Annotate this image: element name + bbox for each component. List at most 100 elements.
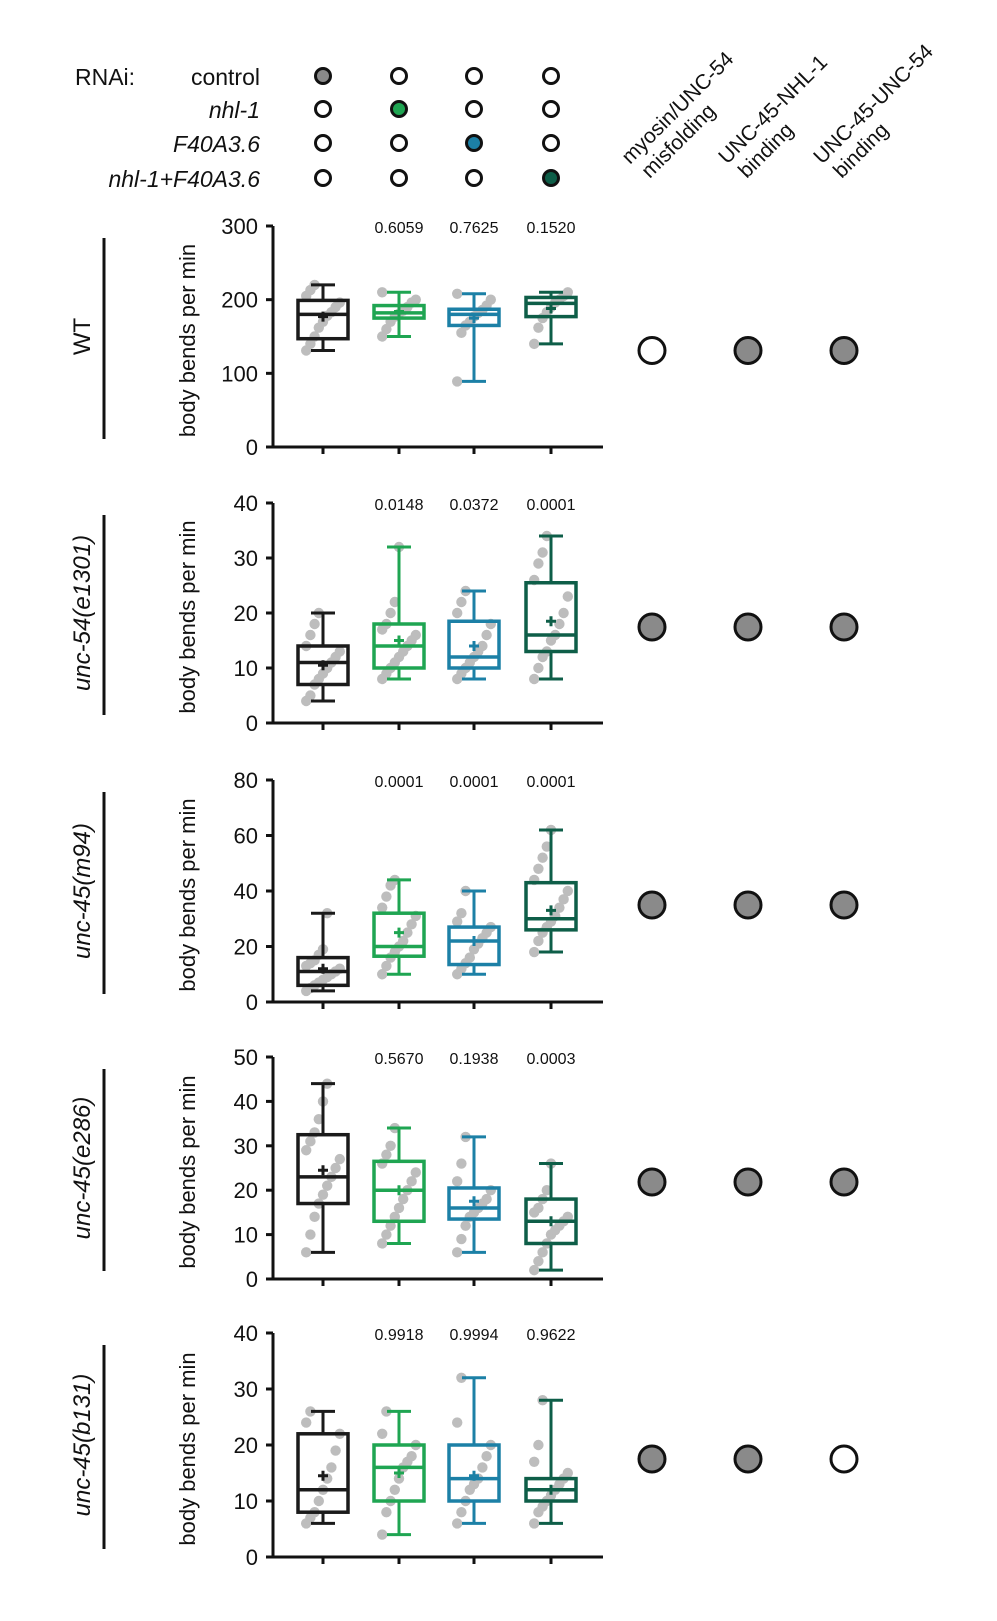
y-tick-label: 60: [234, 824, 258, 849]
mean-marker: [394, 306, 404, 317]
box-iqr: [447, 1186, 501, 1221]
box-iqr: [296, 298, 350, 341]
mean-marker: [469, 1196, 479, 1207]
data-point: [381, 1149, 392, 1160]
box-f40a36: [447, 585, 501, 685]
box-control: [296, 1406, 350, 1529]
data-point: [381, 1406, 392, 1417]
data-point: [529, 338, 540, 350]
data-point: [554, 618, 565, 630]
row-label: unc-45(m94): [69, 823, 96, 959]
box-iqr: [524, 295, 578, 319]
data-point: [541, 841, 552, 852]
data-point: [452, 607, 463, 619]
data-point: [554, 902, 565, 913]
rnai-off-marker: [542, 100, 560, 118]
box-f40a36: [447, 1372, 501, 1529]
data-point: [460, 1220, 471, 1231]
data-point: [452, 376, 463, 387]
data-point: [393, 1473, 405, 1484]
rnai-off-marker: [314, 169, 332, 187]
data-point: [562, 885, 573, 897]
property-dot-filled: [829, 1167, 859, 1197]
data-point: [456, 1158, 467, 1169]
data-point: [406, 1451, 417, 1462]
box-iqr: [372, 911, 426, 958]
data-point: [533, 1202, 544, 1214]
p-value-label: 0.1520: [527, 220, 576, 237]
data-point: [456, 1372, 467, 1384]
data-point: [533, 863, 544, 874]
data-point: [326, 1462, 337, 1473]
y-tick-label: 30: [234, 1134, 258, 1159]
data-point: [533, 1439, 544, 1451]
box-f40a36: [447, 885, 501, 980]
data-point: [398, 935, 409, 947]
data-point: [558, 607, 569, 619]
mean-marker: [318, 1165, 328, 1176]
data-point: [410, 294, 421, 305]
rnai-off-marker: [390, 67, 408, 85]
rnai-off-marker: [465, 169, 483, 187]
data-point: [309, 618, 320, 630]
panel: unc-54(e1301) body bends per min 0 10 20 30 40…: [69, 491, 603, 736]
data-point: [377, 969, 388, 980]
y-tick-label: 40: [234, 879, 258, 904]
p-value-label: 0.5670: [375, 1051, 424, 1068]
mean-marker: [546, 1216, 556, 1227]
y-tick-label: 20: [234, 601, 258, 626]
data-point: [481, 1193, 492, 1205]
data-point: [456, 908, 467, 919]
data-point: [330, 1445, 341, 1456]
row-label: unc-45(e286): [69, 1097, 96, 1240]
box-double: [524, 287, 578, 350]
p-value-label: 0.0001: [527, 774, 576, 791]
box-iqr: [447, 619, 501, 670]
box-nhl1: [372, 541, 426, 685]
data-point: [533, 662, 544, 674]
mean-marker: [469, 935, 479, 946]
rnai-off-marker: [314, 134, 332, 152]
box-nhl1: [372, 1122, 426, 1249]
data-point: [477, 640, 488, 652]
property-dots: [637, 336, 859, 1474]
data-point: [406, 919, 417, 930]
mean-marker: [318, 1470, 328, 1481]
property-dot-filled: [733, 336, 763, 365]
row-label: WT: [69, 318, 96, 356]
data-point: [410, 1167, 421, 1178]
data-point: [389, 1211, 400, 1223]
mean-marker: [394, 1468, 404, 1478]
data-point: [385, 607, 396, 619]
mean-marker: [394, 635, 404, 646]
y-tick-label: 30: [234, 546, 258, 571]
mean-marker: [394, 927, 404, 938]
box-iqr: [524, 581, 578, 654]
data-point: [477, 1462, 488, 1473]
panel: unc-45(b131) body bends per min 0 10 20 30 40 0…: [69, 1321, 603, 1570]
y-tick-label: 300: [221, 214, 258, 239]
rnai-off-marker: [390, 134, 408, 152]
box-control: [296, 279, 350, 356]
property-dot-filled: [829, 336, 859, 365]
rnai-on-marker: [314, 67, 332, 85]
rnai-label: RNAi:: [75, 64, 135, 90]
data-point: [410, 629, 421, 641]
y-axis-label: body bends per min: [175, 1352, 200, 1545]
data-point: [389, 1484, 400, 1496]
data-point: [322, 1180, 333, 1191]
rnai-on-marker: [390, 100, 408, 118]
rnai-off-marker: [465, 100, 483, 118]
p-value-label: 0.0372: [450, 497, 499, 514]
rnai-off-marker: [390, 169, 408, 187]
data-point: [529, 946, 540, 958]
mean-marker: [469, 1470, 479, 1481]
box-iqr: [447, 1443, 501, 1503]
mean-marker: [394, 1185, 404, 1196]
y-tick-label: 30: [234, 1377, 258, 1402]
rnai-condition-label: nhl-1: [209, 97, 260, 123]
mean-marker: [318, 660, 328, 671]
data-point: [529, 673, 540, 685]
data-point: [381, 1507, 392, 1518]
